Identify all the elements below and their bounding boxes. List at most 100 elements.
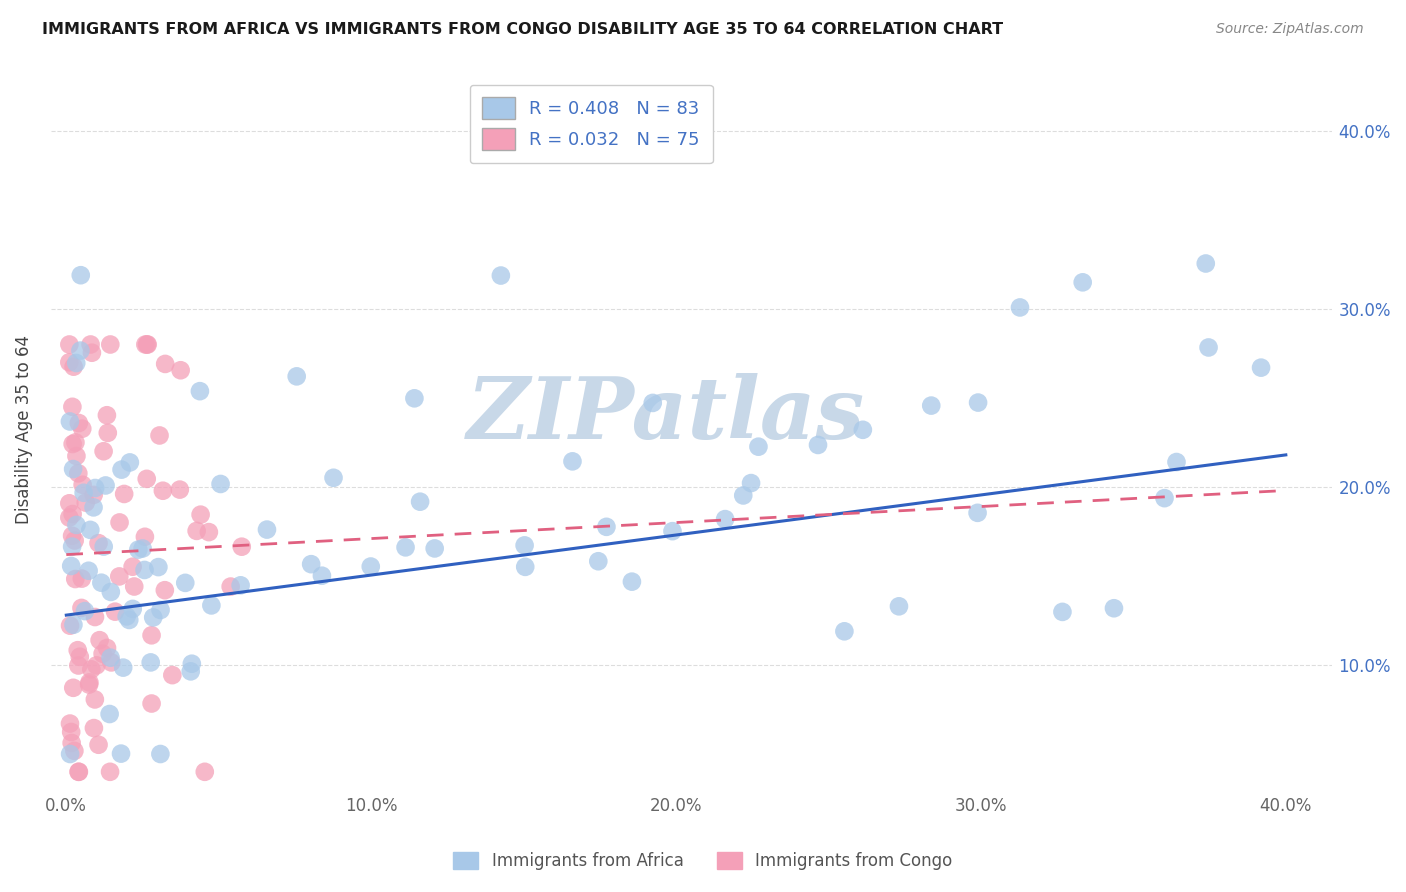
Point bbox=[231, 540, 253, 554]
Point bbox=[77, 564, 100, 578]
Point bbox=[62, 507, 84, 521]
Point bbox=[115, 609, 138, 624]
Point bbox=[67, 467, 90, 481]
Point bbox=[887, 599, 910, 614]
Point bbox=[112, 660, 135, 674]
Point bbox=[641, 396, 664, 410]
Point bbox=[96, 409, 118, 423]
Point bbox=[1198, 341, 1220, 355]
Point bbox=[1102, 601, 1125, 615]
Point bbox=[186, 524, 208, 538]
Point bbox=[200, 599, 222, 613]
Point bbox=[93, 444, 115, 458]
Point bbox=[62, 681, 84, 695]
Point bbox=[100, 650, 122, 665]
Point bbox=[58, 510, 80, 524]
Point bbox=[79, 523, 101, 537]
Point bbox=[75, 495, 97, 509]
Point bbox=[118, 455, 141, 469]
Point bbox=[834, 624, 856, 639]
Point bbox=[79, 675, 101, 690]
Point bbox=[561, 454, 583, 468]
Point bbox=[588, 554, 610, 568]
Point bbox=[60, 736, 83, 750]
Point bbox=[96, 640, 118, 655]
Point bbox=[394, 541, 416, 555]
Point bbox=[134, 563, 156, 577]
Point bbox=[60, 558, 83, 573]
Point bbox=[91, 647, 114, 661]
Point bbox=[63, 533, 86, 548]
Point bbox=[59, 618, 82, 632]
Point bbox=[73, 604, 96, 618]
Point bbox=[100, 585, 122, 599]
Point bbox=[59, 716, 82, 731]
Point bbox=[1008, 301, 1031, 315]
Point bbox=[142, 610, 165, 624]
Point bbox=[60, 529, 83, 543]
Point bbox=[72, 485, 94, 500]
Point bbox=[1250, 360, 1272, 375]
Point bbox=[70, 601, 93, 615]
Point bbox=[98, 706, 121, 721]
Point bbox=[489, 268, 512, 283]
Point bbox=[714, 512, 737, 526]
Point bbox=[404, 392, 426, 406]
Point bbox=[110, 747, 132, 761]
Point bbox=[136, 337, 159, 351]
Point bbox=[515, 559, 537, 574]
Point bbox=[134, 530, 156, 544]
Legend: R = 0.408   N = 83, R = 0.032   N = 75: R = 0.408 N = 83, R = 0.032 N = 75 bbox=[470, 85, 713, 163]
Point bbox=[966, 506, 988, 520]
Point bbox=[180, 657, 202, 671]
Point bbox=[219, 580, 242, 594]
Point bbox=[1153, 491, 1175, 505]
Point bbox=[153, 357, 176, 371]
Point bbox=[180, 665, 202, 679]
Point bbox=[1166, 455, 1188, 469]
Point bbox=[118, 613, 141, 627]
Point bbox=[188, 384, 211, 399]
Point bbox=[86, 658, 108, 673]
Point bbox=[62, 359, 84, 374]
Point bbox=[65, 435, 87, 450]
Point bbox=[807, 438, 830, 452]
Point bbox=[67, 764, 90, 779]
Point bbox=[322, 471, 344, 485]
Point bbox=[66, 643, 89, 657]
Point bbox=[69, 649, 91, 664]
Point bbox=[104, 605, 127, 619]
Point bbox=[423, 541, 446, 556]
Point bbox=[84, 610, 107, 624]
Point bbox=[162, 668, 184, 682]
Point bbox=[72, 477, 94, 491]
Point bbox=[169, 483, 191, 497]
Point bbox=[58, 355, 80, 369]
Point bbox=[97, 425, 120, 440]
Point bbox=[87, 738, 110, 752]
Point bbox=[409, 494, 432, 508]
Y-axis label: Disability Age 35 to 64: Disability Age 35 to 64 bbox=[15, 334, 32, 524]
Point bbox=[661, 524, 683, 538]
Point bbox=[65, 356, 87, 370]
Point bbox=[194, 764, 217, 779]
Point bbox=[67, 658, 90, 673]
Point bbox=[77, 677, 100, 691]
Point bbox=[112, 487, 135, 501]
Point bbox=[595, 520, 617, 534]
Point bbox=[852, 423, 875, 437]
Point bbox=[108, 516, 131, 530]
Point bbox=[967, 395, 990, 409]
Point bbox=[152, 483, 174, 498]
Point bbox=[209, 477, 232, 491]
Point bbox=[135, 472, 157, 486]
Point bbox=[620, 574, 643, 589]
Point bbox=[747, 440, 769, 454]
Text: IMMIGRANTS FROM AFRICA VS IMMIGRANTS FROM CONGO DISABILITY AGE 35 TO 64 CORRELAT: IMMIGRANTS FROM AFRICA VS IMMIGRANTS FRO… bbox=[42, 22, 1004, 37]
Point bbox=[87, 536, 110, 550]
Point bbox=[65, 518, 87, 533]
Point bbox=[153, 583, 176, 598]
Point bbox=[98, 764, 121, 779]
Point bbox=[60, 725, 83, 739]
Point bbox=[67, 764, 90, 779]
